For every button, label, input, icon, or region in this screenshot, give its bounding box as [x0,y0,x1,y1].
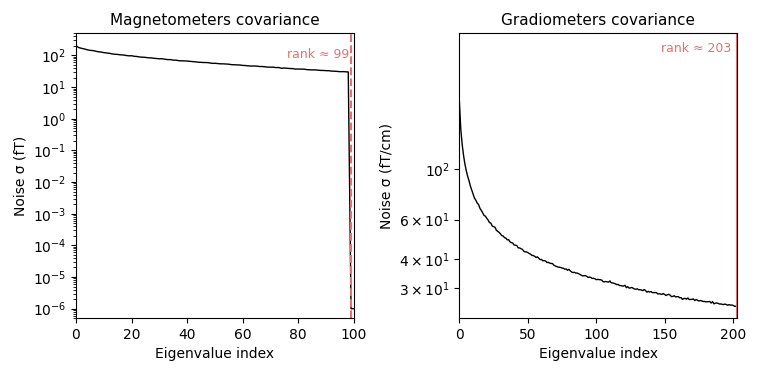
Text: rank ≈ 203: rank ≈ 203 [661,42,732,55]
Text: rank ≈ 99: rank ≈ 99 [287,48,350,61]
X-axis label: Eigenvalue index: Eigenvalue index [155,347,274,361]
Y-axis label: Noise σ (fT): Noise σ (fT) [13,136,27,216]
Title: Gradiometers covariance: Gradiometers covariance [502,13,695,28]
Y-axis label: Noise σ (fT/cm): Noise σ (fT/cm) [379,123,393,229]
Title: Magnetometers covariance: Magnetometers covariance [110,13,320,28]
X-axis label: Eigenvalue index: Eigenvalue index [539,347,658,361]
